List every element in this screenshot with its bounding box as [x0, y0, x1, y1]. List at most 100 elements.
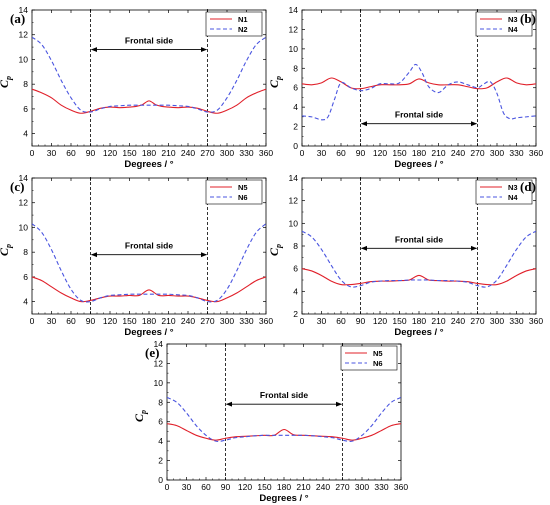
x-tick-label: 210 — [296, 482, 310, 492]
panel-b: 0 30 60 90 120 150 180 210 240 270 300 330 360 0 2 4 6 8 1… — [267, 5, 543, 170]
x-axis-label: Degrees / ° — [124, 327, 173, 338]
y-tick-label: 12 — [154, 358, 164, 368]
legend-entry-n5: N5 — [238, 183, 248, 192]
x-tick-label: 300 — [490, 148, 504, 158]
legend-entry-n5: N5 — [373, 349, 383, 358]
y-tick-label: 14 — [154, 339, 164, 349]
x-tick-label: 120 — [238, 482, 252, 492]
frontal-side-label: Frontal side — [125, 36, 173, 46]
x-tick-label: 300 — [490, 316, 504, 326]
x-tick-label: 300 — [220, 316, 234, 326]
x-tick-label: 270 — [200, 148, 214, 158]
panel-c: 0 30 60 90 120 150 180 210 240 270 300 330 360 4 6 8 10 1… — [0, 173, 273, 338]
legend-entry-n1: N1 — [238, 15, 248, 24]
x-tick-label: 30 — [47, 316, 57, 326]
y-tick-label: 12 — [289, 196, 299, 206]
y-tick-label: 12 — [19, 198, 29, 208]
x-tick-label: 300 — [355, 482, 369, 492]
y-tick-label: 8 — [23, 79, 28, 89]
x-tick-label: 60 — [66, 148, 76, 158]
panel-d: 0 30 60 90 120 150 180 210 240 270 300 330 360 2 4 6 8 10… — [267, 173, 543, 338]
legend-entry-n6: N6 — [238, 193, 248, 202]
series-line-n6 — [167, 396, 401, 442]
y-tick-label: 6 — [23, 272, 28, 282]
x-tick-label: 210 — [161, 316, 175, 326]
x-tick-label: 300 — [220, 148, 234, 158]
x-tick-label: 240 — [316, 482, 330, 492]
y-tick-label: 8 — [293, 63, 298, 73]
legend-entry-n2: N2 — [238, 25, 248, 34]
y-tick-label: 4 — [23, 297, 28, 307]
x-tick-label: 0 — [300, 148, 305, 158]
x-tick-label: 30 — [47, 148, 57, 158]
y-tick-label: 2 — [158, 456, 163, 466]
panel-label: (b) — [520, 11, 536, 26]
y-tick-label: 14 — [19, 5, 29, 15]
y-tick-label: 6 — [293, 264, 298, 274]
y-tick-label: 0 — [158, 475, 163, 485]
series-lines — [302, 230, 536, 288]
legend-entry-n4: N4 — [508, 193, 518, 202]
x-tick-label: 120 — [373, 148, 387, 158]
series-lines — [302, 63, 536, 121]
panel-label: (d) — [520, 179, 536, 194]
series-line-n5 — [167, 423, 401, 441]
x-tick-label: 360 — [394, 482, 408, 492]
series-line-n1 — [32, 88, 266, 114]
frontal-side-label: Frontal side — [125, 241, 173, 251]
x-tick-label: 150 — [257, 482, 271, 492]
x-tick-label: 30 — [317, 148, 327, 158]
x-tick-label: 60 — [336, 148, 346, 158]
series-lines — [167, 396, 401, 442]
y-tick-label: 12 — [289, 24, 299, 34]
y-tick-label: 8 — [158, 397, 163, 407]
legend-entry-n3: N3 — [508, 15, 518, 24]
y-tick-label: 6 — [293, 83, 298, 93]
x-axis-label: Degrees / ° — [394, 327, 443, 338]
x-tick-label: 180 — [412, 148, 426, 158]
x-tick-label: 120 — [103, 148, 117, 158]
panel-label: (a) — [10, 11, 25, 26]
x-tick-label: 270 — [470, 148, 484, 158]
x-tick-label: 240 — [451, 316, 465, 326]
x-tick-label: 210 — [431, 316, 445, 326]
y-axis-label: Cp — [267, 76, 283, 88]
x-tick-label: 60 — [201, 482, 211, 492]
series-line-n3 — [302, 268, 536, 286]
y-tick-label: 14 — [289, 173, 299, 183]
legend-entry-n6: N6 — [373, 359, 383, 368]
y-tick-label: 8 — [293, 241, 298, 251]
legend-box — [205, 179, 263, 205]
x-tick-label: 330 — [509, 316, 523, 326]
legend-entry-n4: N4 — [508, 25, 518, 34]
y-tick-label: 6 — [158, 417, 163, 427]
x-tick-label: 330 — [239, 148, 253, 158]
series-line-n3 — [302, 77, 536, 90]
x-tick-label: 90 — [86, 316, 96, 326]
y-axis-label-subscript: p — [4, 244, 13, 249]
y-axis-label: Cp — [267, 244, 283, 256]
x-tick-label: 60 — [336, 316, 346, 326]
x-tick-label: 150 — [122, 316, 136, 326]
x-tick-label: 90 — [356, 316, 366, 326]
y-axis-label: Cp — [0, 244, 13, 256]
x-tick-label: 0 — [300, 316, 305, 326]
x-tick-label: 120 — [373, 316, 387, 326]
x-tick-label: 30 — [317, 316, 327, 326]
y-tick-label: 10 — [289, 218, 299, 228]
panel-a: 0 30 60 90 120 150 180 210 240 270 300 330 360 4 6 8 10 1… — [0, 5, 273, 170]
y-tick-label: 8 — [23, 247, 28, 257]
y-tick-label: 14 — [289, 5, 299, 15]
x-tick-label: 30 — [182, 482, 192, 492]
x-tick-label: 240 — [451, 148, 465, 158]
legend-box — [340, 345, 398, 371]
x-tick-label: 0 — [165, 482, 170, 492]
x-tick-label: 180 — [277, 482, 291, 492]
series-lines — [32, 223, 266, 303]
y-tick-label: 0 — [293, 141, 298, 151]
x-tick-label: 180 — [142, 316, 156, 326]
legend-box — [205, 11, 263, 37]
